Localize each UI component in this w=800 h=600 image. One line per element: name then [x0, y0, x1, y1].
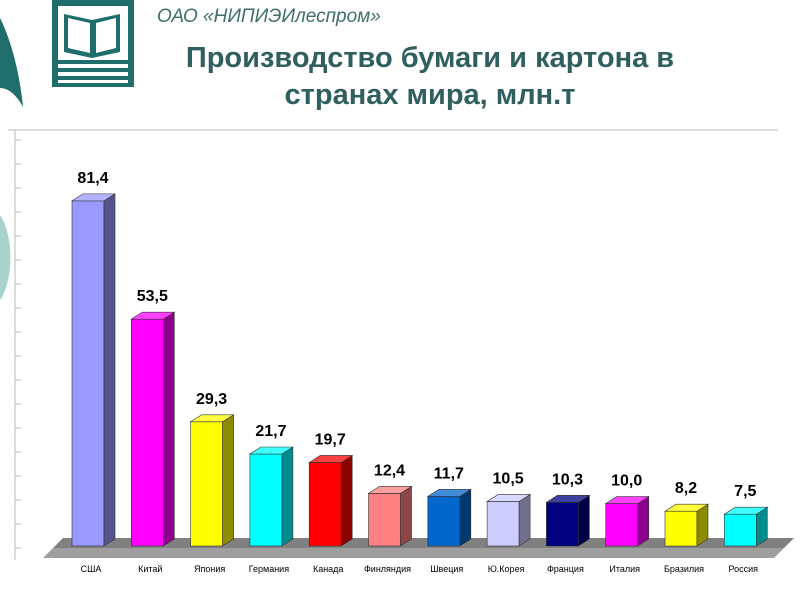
bar-top [545, 495, 591, 503]
bar-front [308, 462, 342, 547]
x-tick-label: Германия [249, 564, 289, 574]
bar [308, 454, 354, 547]
bar-front [664, 510, 698, 547]
x-tick-label: Финляндия [364, 564, 411, 574]
bar-top [70, 193, 117, 202]
bar-top [248, 446, 294, 455]
bar-top [189, 414, 235, 423]
data-label: 7,5 [734, 483, 756, 500]
bar-side [518, 493, 531, 547]
bar-front [368, 493, 401, 547]
data-label: 81,4 [77, 170, 108, 187]
bar-top [426, 489, 472, 497]
x-tick-label: США [81, 564, 102, 574]
chart-title-line-2: странах мира, млн.т [284, 79, 576, 111]
x-tick-label: Ю.Корея [488, 564, 525, 574]
x-tick-label: Канада [313, 564, 343, 574]
bar-front [249, 453, 283, 547]
bar-side [400, 485, 412, 547]
data-label: 10,5 [493, 470, 524, 487]
bar-top [367, 486, 413, 494]
data-label: 8,2 [675, 480, 697, 497]
data-label: 19,7 [315, 431, 346, 448]
bar-side [103, 193, 116, 547]
company-logo [52, 0, 134, 87]
data-label: 10,3 [552, 471, 583, 488]
chart-floor [43, 548, 784, 558]
bar-side [578, 494, 590, 547]
organization-name: ОАО «НИПИЭИлеспром» [157, 6, 381, 27]
bar-front [486, 501, 520, 547]
data-label: 10,0 [611, 473, 642, 490]
bar-side [163, 311, 175, 547]
chart-title-line-1: Производство бумаги и картона в [185, 42, 675, 74]
x-tick-label: Швеция [430, 564, 463, 574]
bar-top [663, 503, 710, 512]
data-label: 21,7 [255, 423, 286, 440]
bar [723, 506, 769, 547]
bar [604, 496, 650, 547]
bar-side [637, 496, 650, 547]
data-label: 53,5 [137, 288, 168, 305]
data-label: 11,7 [434, 465, 464, 482]
bar [663, 503, 710, 547]
bar [367, 485, 413, 547]
data-label: 12,4 [374, 462, 405, 479]
bar-top [723, 506, 769, 515]
bar [189, 414, 235, 547]
bar-top [130, 311, 176, 320]
bar-front [605, 503, 639, 547]
bar-side [459, 488, 472, 547]
bar-front [546, 502, 579, 547]
bar-side [281, 446, 294, 547]
x-tick-label: Франция [547, 564, 584, 574]
bar [70, 193, 117, 547]
bar-side [340, 454, 353, 547]
bar [426, 488, 472, 547]
bar-side [222, 414, 234, 547]
x-tick-label: Япония [194, 564, 225, 574]
bar [130, 311, 176, 547]
x-tick-label: Китай [138, 564, 162, 574]
bar-front [723, 513, 757, 547]
bar-front [131, 318, 164, 547]
chart-title: Производство бумаги и картона в странах … [150, 40, 710, 114]
bar-top [604, 496, 650, 504]
bar-front [427, 496, 461, 547]
data-label: 29,3 [196, 391, 227, 408]
x-tick-label: Россия [729, 564, 759, 574]
x-tick-label: Бразилия [664, 564, 704, 574]
bar-top [308, 455, 354, 463]
bar [248, 446, 294, 547]
bar-top [486, 494, 532, 502]
bar [486, 493, 532, 547]
bar-front [190, 421, 223, 547]
light-teal-arc-shape [0, 215, 11, 300]
bar-front [71, 200, 105, 547]
x-tick-label: Италия [609, 564, 640, 574]
bar [545, 494, 591, 547]
white-arc-shape [0, 88, 41, 300]
